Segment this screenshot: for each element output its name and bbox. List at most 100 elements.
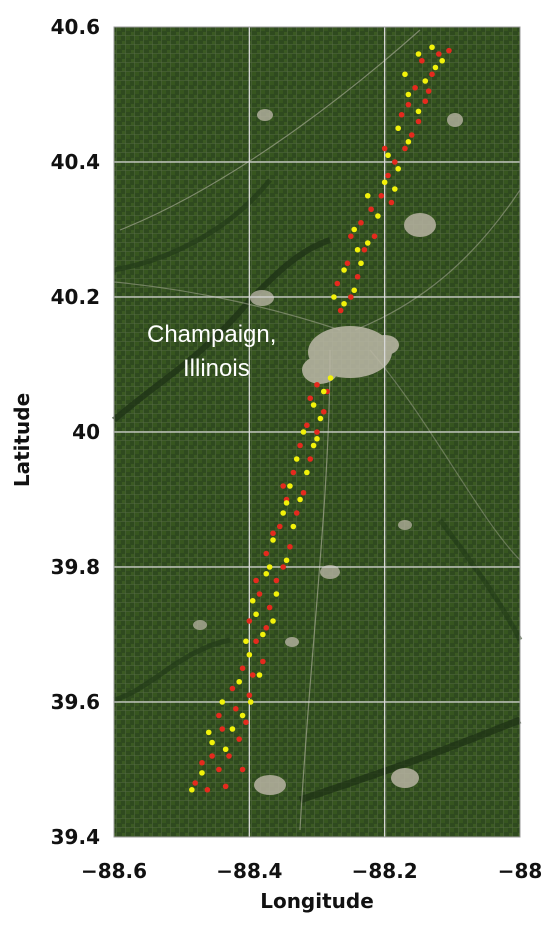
sample-point <box>297 496 303 503</box>
sample-point <box>405 138 412 145</box>
sample-point <box>371 233 378 240</box>
sample-point <box>246 692 253 699</box>
sample-point <box>226 753 232 759</box>
sample-point <box>307 395 314 402</box>
sample-point <box>270 530 276 537</box>
sample-point <box>351 287 358 294</box>
sample-point <box>317 415 324 422</box>
sample-point <box>236 736 242 742</box>
sample-point <box>293 456 300 462</box>
sample-point <box>253 638 259 645</box>
river-feature <box>437 518 523 642</box>
x-tick-label: −88.4 <box>216 859 282 883</box>
sample-point <box>297 442 303 449</box>
sample-point <box>436 51 442 57</box>
sample-point <box>307 456 314 462</box>
y-tick-label: 40 <box>72 420 100 444</box>
sample-point <box>236 678 242 685</box>
sample-point <box>364 192 371 199</box>
sample-point <box>249 672 256 678</box>
river-feature <box>113 178 272 273</box>
sample-point <box>415 108 422 115</box>
sample-point <box>402 145 408 152</box>
urban-area-town <box>398 520 412 530</box>
urban-area-monticello <box>250 290 274 306</box>
sample-point <box>422 98 429 105</box>
x-tick-label: −88 <box>498 859 543 883</box>
sample-point <box>266 604 273 611</box>
y-axis-ticks: 39.4 39.6 39.8 40 40.2 40.4 40.6 <box>51 15 100 849</box>
sample-point <box>405 101 412 108</box>
sample-point <box>239 665 246 672</box>
sample-points <box>189 44 452 793</box>
sample-point <box>314 381 320 388</box>
sample-point <box>381 145 388 152</box>
sample-point <box>219 726 226 732</box>
sample-point <box>375 213 381 219</box>
place-label-line2: Illinois <box>183 355 250 382</box>
place-label-line1: Champaign, <box>147 321 276 348</box>
sample-point <box>310 442 317 449</box>
sample-point <box>415 51 422 57</box>
sample-point <box>341 300 347 307</box>
sample-point <box>243 719 249 726</box>
sample-point <box>320 388 327 395</box>
sample-point <box>348 294 354 300</box>
sample-point <box>314 435 320 442</box>
sample-point <box>388 199 395 206</box>
sample-point <box>304 469 310 476</box>
sample-point <box>243 638 249 645</box>
sample-point <box>314 429 320 435</box>
sample-point <box>287 543 293 550</box>
y-tick-label: 39.6 <box>51 690 100 714</box>
sample-point <box>381 179 388 186</box>
sample-point <box>283 500 290 506</box>
sample-point <box>351 226 358 233</box>
sample-point <box>273 577 280 584</box>
urban-area-north <box>447 113 463 127</box>
sample-point <box>432 64 439 71</box>
sample-point <box>247 699 254 705</box>
sample-point <box>300 489 307 496</box>
sample-point <box>415 118 422 125</box>
sample-point <box>270 537 276 543</box>
map-border <box>113 26 521 838</box>
y-tick-label: 39.8 <box>51 555 100 579</box>
sample-point <box>222 746 229 753</box>
sample-point <box>260 631 266 638</box>
sample-point <box>354 246 361 253</box>
urban-area-charleston <box>391 768 419 788</box>
urban-area-town <box>193 620 207 630</box>
highway <box>369 349 521 561</box>
river-feature <box>112 237 331 423</box>
sample-point <box>283 557 290 564</box>
sample-point <box>341 267 347 273</box>
sample-point <box>280 483 286 489</box>
sample-point <box>385 152 391 159</box>
sample-point <box>253 611 259 618</box>
sample-point <box>229 726 236 732</box>
sample-point <box>204 786 211 793</box>
sample-point <box>246 651 253 658</box>
y-tick-label: 39.4 <box>51 825 100 849</box>
sample-point <box>327 375 334 381</box>
sample-point <box>189 786 195 793</box>
sample-point <box>368 206 374 213</box>
urban-area-mattoon <box>254 775 286 795</box>
sample-point <box>280 510 286 516</box>
sample-point <box>392 159 398 165</box>
y-tick-label: 40.2 <box>51 285 100 309</box>
sample-point <box>293 510 300 516</box>
sample-point <box>300 429 307 435</box>
river-feature <box>113 637 231 703</box>
sample-point <box>348 233 354 240</box>
x-axis-ticks: −88.6 −88.4 −88.2 −88 <box>81 859 542 883</box>
urban-area-town <box>257 109 273 121</box>
sample-point <box>256 591 263 597</box>
sample-point <box>331 294 337 300</box>
sample-point <box>246 618 253 624</box>
sample-point <box>263 550 270 557</box>
sample-point <box>354 273 361 280</box>
sample-point <box>239 712 246 719</box>
